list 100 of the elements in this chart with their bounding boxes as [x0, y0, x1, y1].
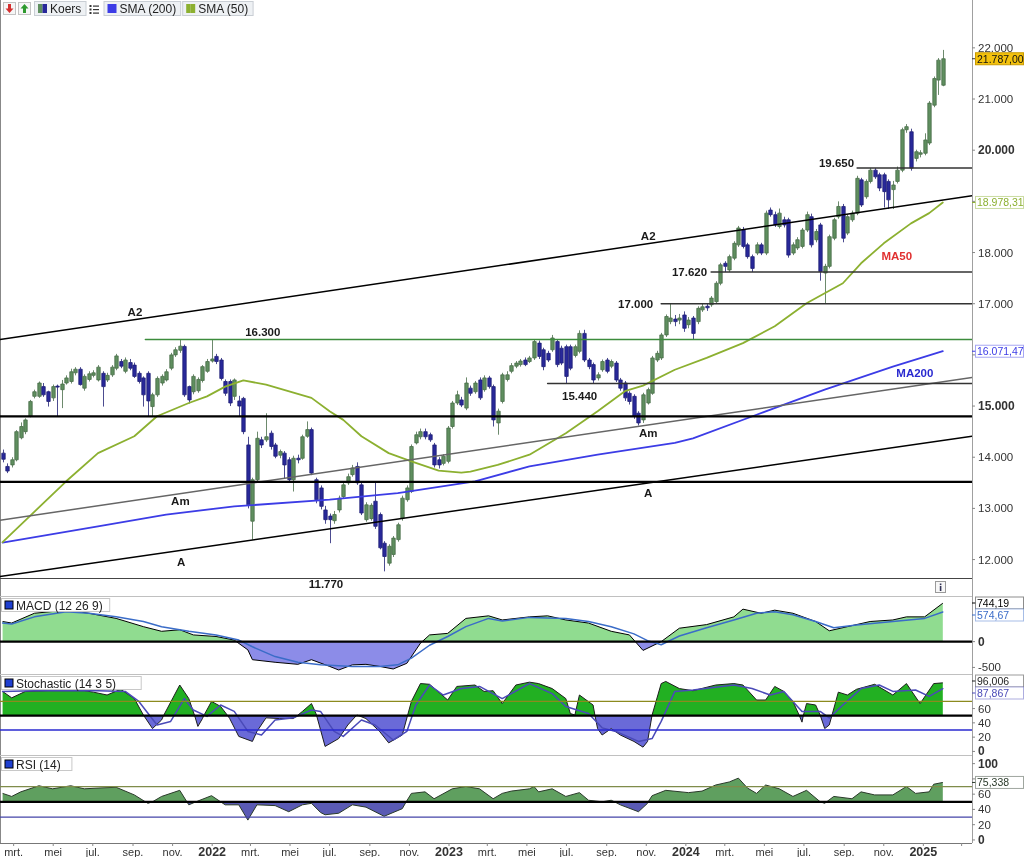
candlestick: [555, 339, 560, 368]
candlestick: [5, 462, 10, 474]
y-tick-label: 12.000: [978, 553, 1014, 566]
candlestick: [759, 242, 764, 256]
candlestick: [296, 454, 301, 464]
annotation: Am: [638, 426, 658, 439]
y-tick-label: 40: [978, 716, 991, 729]
candlestick: [78, 366, 83, 386]
candlestick: [473, 380, 478, 395]
x-tick-label: mei: [281, 846, 299, 857]
candlestick: [459, 396, 464, 408]
candlestick: [723, 260, 728, 273]
annotation: MA50: [881, 250, 913, 263]
candlestick: [786, 217, 791, 259]
candlestick: [550, 334, 555, 353]
candlestick: [518, 358, 523, 368]
candlestick: [682, 310, 687, 333]
legend-label: SMA (50): [198, 2, 249, 16]
candlestick: [841, 203, 846, 243]
annotation: A: [176, 556, 186, 569]
candlestick: [818, 222, 823, 282]
y-tick-label: 20.000: [978, 143, 1016, 158]
text: 11.770: [308, 578, 344, 590]
y-tick-label: 60: [978, 788, 991, 801]
y-tick-label: 21.000: [978, 93, 1014, 106]
candlestick: [105, 372, 110, 383]
candlestick: [677, 313, 682, 325]
candlestick: [332, 510, 337, 525]
candlestick: [909, 128, 914, 172]
candlestick: [791, 241, 796, 256]
y-tick-label: 60: [978, 702, 991, 715]
candlestick: [814, 228, 819, 243]
candlestick: [418, 428, 423, 440]
candlestick: [605, 357, 610, 374]
annotation: 15.440: [562, 389, 598, 402]
x-tick-label: 2025: [909, 845, 938, 857]
candlestick: [259, 436, 264, 449]
annotation: A: [644, 486, 653, 499]
candlestick: [246, 436, 251, 509]
candlestick: [101, 370, 106, 407]
annotation: A2: [640, 229, 656, 242]
candlestick: [23, 417, 28, 435]
candlestick: [696, 305, 701, 325]
y-tick-label: 18.000: [978, 246, 1014, 259]
candlestick: [478, 377, 483, 401]
text: 744,19: [977, 597, 1010, 609]
candlestick: [705, 302, 710, 312]
annotation: 16.300: [245, 325, 281, 338]
candlestick: [123, 357, 128, 374]
x-tick-label: mrt.: [4, 846, 24, 857]
candlestick: [600, 359, 605, 373]
annotation: 19.650: [818, 157, 855, 170]
candlestick: [855, 175, 860, 216]
x-tick-label: nov.: [873, 846, 894, 857]
y-tick-label: 100: [978, 756, 999, 771]
candlestick: [1, 449, 6, 463]
x-tick-label: nov.: [399, 846, 420, 857]
candlestick: [914, 149, 919, 162]
candlestick: [119, 358, 124, 369]
y-tick-label: 17.000: [978, 297, 1014, 310]
y-tick-label: 0: [978, 832, 985, 847]
candlestick: [464, 377, 469, 411]
y-tick-label: 0: [978, 634, 985, 649]
y-tick-label: 13.000: [978, 502, 1014, 515]
candlestick: [364, 501, 369, 523]
annotation: 17.000: [618, 297, 654, 310]
x-tick-label: mrt.: [240, 846, 260, 857]
y-tick-label: 0: [978, 744, 985, 759]
chart-title: MACD (12 26 9): [16, 598, 103, 613]
x-tick-label: nov.: [162, 846, 183, 857]
candlestick: [764, 210, 769, 256]
x-tick-label: 2023: [435, 845, 463, 857]
x-tick-label: mei: [755, 846, 774, 857]
candlestick: [291, 455, 296, 492]
candlestick: [468, 385, 473, 397]
y-tick-label: 40: [978, 803, 991, 816]
annotation: Am: [171, 494, 190, 507]
x-tick-label: 2024: [671, 845, 700, 857]
x-tick-label: mrt.: [715, 846, 735, 857]
y-tick-label: 15.000: [978, 399, 1016, 414]
x-tick-label: mei: [518, 846, 536, 857]
candlestick: [60, 379, 65, 409]
candlestick: [686, 316, 691, 329]
annotation: A2: [127, 305, 143, 318]
y-tick-label: 20: [978, 731, 991, 744]
x-tick-label: 2022: [198, 845, 227, 857]
text: 75,338: [977, 776, 1010, 789]
candlestick: [241, 396, 246, 435]
x-tick-label: mei: [44, 846, 63, 857]
candlestick: [609, 359, 614, 369]
candlestick: [836, 200, 841, 220]
candlestick: [28, 399, 33, 418]
candlestick: [596, 371, 601, 381]
candlestick: [591, 362, 596, 384]
legend-label: SMA (200): [119, 2, 177, 16]
candlestick: [164, 368, 169, 382]
annotation: MA200: [896, 366, 934, 379]
chart-title: RSI (14): [16, 757, 61, 772]
candlestick: [282, 450, 287, 479]
candlestick: [414, 431, 419, 445]
